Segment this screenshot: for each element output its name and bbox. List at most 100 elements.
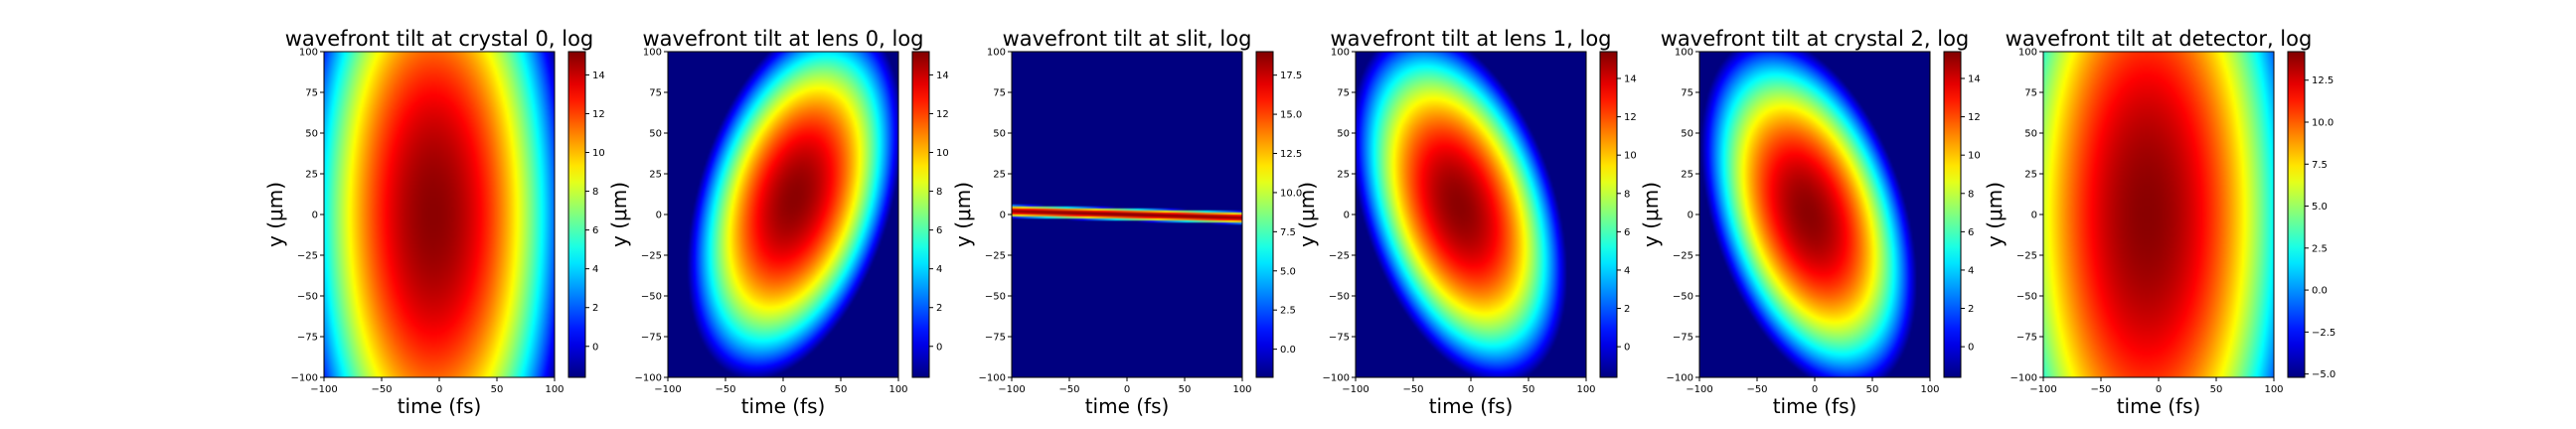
colorbar-tick-label: 15.0 [1280, 110, 1302, 121]
y-tick-label: 75 [1681, 88, 1693, 99]
y-tick-label: 75 [1337, 88, 1350, 99]
colorbar-tick-label: 7.5 [2312, 160, 2328, 171]
x-tick-label: −50 [2090, 384, 2111, 395]
y-tick-label: 50 [649, 129, 662, 140]
y-tick-label: 75 [993, 88, 1006, 99]
colorbar-tick-label: 10 [936, 148, 949, 159]
heatmap-panel-0: wavefront tilt at crystal 0, log −100 −50 0… [263, 27, 605, 418]
x-tick-label: −100 [2029, 384, 2056, 395]
x-tick-label: 100 [1576, 384, 1595, 395]
colorbar-tick-label: 4 [1624, 265, 1630, 276]
colorbar-tick-label: 0.0 [1280, 345, 1296, 356]
y-tick-label: −50 [985, 292, 1006, 303]
colorbar [1599, 51, 1618, 378]
y-tick-label: −75 [2016, 333, 2037, 344]
y-tick-label: −25 [641, 251, 662, 262]
colorbar-tick-label: 0 [1968, 343, 1974, 354]
y-tick-label: 25 [649, 170, 662, 181]
x-tick-label: 0 [1124, 384, 1130, 395]
colorbar-tick-label: 8 [936, 187, 942, 198]
colorbar [2287, 51, 2306, 378]
y-tick-label: 100 [1675, 48, 1693, 59]
x-axis-label: time (fs) [1429, 394, 1514, 418]
colorbar-tick-label: 6 [936, 225, 942, 236]
panel-title: wavefront tilt at lens 1, log [1330, 27, 1611, 51]
x-tick-label: 0 [2156, 384, 2162, 395]
y-axis-label: y (μm) [1295, 182, 1319, 247]
heatmap-image [1699, 52, 1930, 377]
y-tick-label: −50 [1329, 292, 1350, 303]
x-tick-label: −50 [1402, 384, 1423, 395]
y-tick-label: −25 [985, 251, 1006, 262]
y-tick-label: −100 [635, 373, 662, 384]
colorbar [1943, 51, 1962, 378]
heatmap-panel-2: wavefront tilt at slit, log −100 −50 0 50 100… [951, 27, 1302, 418]
colorbar-tick-label: 2.5 [2312, 243, 2328, 254]
x-tick-label: 100 [2264, 384, 2283, 395]
x-axis-label: time (fs) [1085, 394, 1170, 418]
y-tick-label: 0 [312, 211, 318, 221]
heatmap-image [324, 52, 555, 377]
heatmap-panel-5: wavefront tilt at detector, log −100 −50 0 5… [1983, 27, 2335, 418]
y-tick-label: 50 [1681, 129, 1693, 140]
colorbar-tick-label: 0 [936, 342, 942, 353]
y-tick-label: −50 [297, 292, 318, 303]
x-tick-label: −100 [1342, 384, 1368, 395]
colorbar-tick-label: −5.0 [2312, 369, 2335, 380]
x-tick-label: −50 [371, 384, 392, 395]
x-tick-label: −100 [654, 384, 681, 395]
y-tick-label: −50 [2016, 292, 2037, 303]
x-axis-label: time (fs) [398, 394, 482, 418]
panel-title: wavefront tilt at lens 0, log [642, 27, 923, 51]
y-axis-label: y (μm) [607, 182, 631, 247]
y-tick-label: −100 [2011, 373, 2037, 384]
colorbar-tick-label: 7.5 [1280, 227, 1296, 238]
x-tick-label: −100 [998, 384, 1025, 395]
y-tick-label: 75 [305, 88, 318, 99]
y-tick-label: 100 [643, 48, 662, 59]
y-axis-label: y (μm) [263, 182, 287, 247]
colorbar-tick-label: 14 [592, 71, 605, 81]
y-tick-label: −100 [979, 373, 1006, 384]
colorbar-tick-label: 10.0 [2312, 118, 2334, 129]
y-tick-label: −50 [641, 292, 662, 303]
colorbar-tick-label: 2.5 [1280, 306, 1296, 317]
y-tick-label: −50 [1673, 292, 1693, 303]
y-axis-label: y (μm) [1639, 182, 1663, 247]
colorbar-tick-label: 10 [1968, 151, 1981, 162]
colorbar-tick-label: 14 [1968, 74, 1981, 85]
x-tick-label: 50 [2210, 384, 2223, 395]
colorbar-tick-label: 2 [592, 303, 598, 314]
x-tick-label: −50 [1058, 384, 1079, 395]
heatmap-image [668, 52, 898, 377]
heatmap-panel-3: wavefront tilt at lens 1, log −100 −50 0 50 1… [1295, 27, 1637, 418]
x-tick-label: 50 [1523, 384, 1535, 395]
colorbar-tick-label: 2 [1968, 304, 1974, 315]
colorbar-tick-label: 6 [592, 225, 598, 236]
y-tick-label: −25 [2016, 251, 2037, 262]
y-axis-label: y (μm) [951, 182, 975, 247]
y-tick-label: −75 [297, 333, 318, 344]
x-tick-label: 50 [491, 384, 504, 395]
colorbar-tick-label: 14 [1624, 74, 1637, 85]
x-axis-label: time (fs) [1773, 394, 1857, 418]
colorbar-tick-label: 17.5 [1280, 71, 1302, 81]
colorbar [911, 51, 930, 378]
y-tick-label: 100 [299, 48, 318, 59]
colorbar-tick-label: 2 [1624, 304, 1630, 315]
y-tick-label: 0 [1344, 211, 1350, 221]
heatmap-image [2043, 52, 2274, 377]
y-tick-label: 25 [1337, 170, 1350, 181]
colorbar-tick-label: 12.5 [1280, 149, 1302, 160]
y-tick-label: 50 [305, 129, 318, 140]
panel-title: wavefront tilt at crystal 2, log [1661, 27, 1970, 51]
x-tick-label: 50 [1179, 384, 1192, 395]
y-tick-label: −25 [297, 251, 318, 262]
x-tick-label: −50 [715, 384, 735, 395]
y-tick-label: 75 [2024, 88, 2037, 99]
colorbar-tick-label: 14 [936, 71, 949, 81]
colorbar [1255, 51, 1274, 378]
y-tick-label: 25 [305, 170, 318, 181]
colorbar-tick-label: 0 [1624, 343, 1630, 354]
y-tick-label: −75 [1329, 333, 1350, 344]
